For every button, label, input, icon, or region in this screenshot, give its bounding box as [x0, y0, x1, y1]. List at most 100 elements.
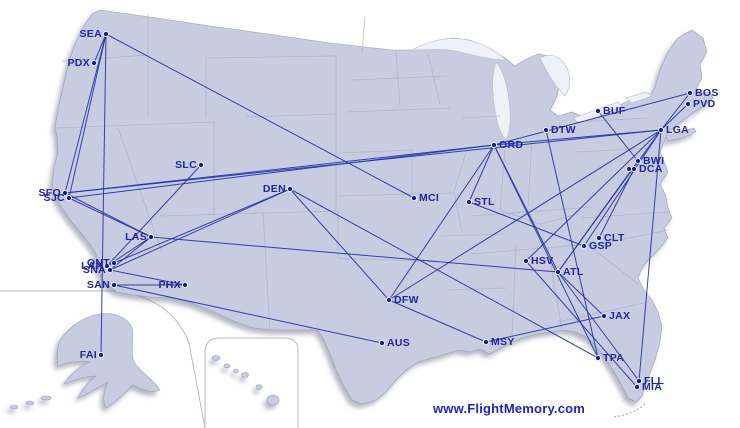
airport-label-PDX: PDX [67, 57, 90, 69]
airport-label-PVD: PVD [693, 98, 716, 110]
route-line-BUF-BWI [597, 110, 639, 162]
route-line-LGA-PVD [660, 103, 689, 131]
airport-dot-STL [465, 198, 473, 206]
route-line-DTW-TPA [545, 129, 599, 359]
route-line-SEA-PDX [93, 33, 107, 64]
airport-dot-SLC [197, 161, 205, 169]
airport-dot-MCI [410, 194, 418, 202]
airport-label-SEA: SEA [79, 28, 102, 40]
route-line-ATL-JAX [557, 271, 605, 317]
route-line-SEA-SFO [64, 33, 107, 194]
airport-dot-SEA [102, 30, 110, 38]
route-line-DEN-TPA [289, 188, 599, 359]
airport-dot-SNA [106, 266, 114, 274]
airport-dot-CLT [595, 234, 603, 242]
airport-dot-DEN [286, 185, 294, 193]
airport-label-MIA: MIA [642, 381, 663, 393]
airport-dot-BWI [634, 157, 642, 165]
airport-dot-SAN [110, 281, 118, 289]
hawaii-islands [211, 355, 280, 406]
flightmemory-link[interactable]: www.FlightMemory.com [433, 401, 586, 416]
airport-dot-SJC [65, 194, 73, 202]
airport-dot-TPA [594, 354, 602, 362]
airport-label-BOS: BOS [695, 87, 719, 99]
airport-label-ONT: ONT [86, 257, 110, 269]
airport-dot-ORD [490, 141, 498, 149]
route-line-LAS-ATL [150, 236, 559, 273]
lake-superior [410, 38, 507, 61]
airport-label-SFO: SFO [38, 187, 61, 199]
state-borders [54, 14, 669, 339]
airport-dot-MSY [482, 338, 490, 346]
airport-dot-DFW [385, 296, 393, 304]
route-line-ORD-LGA [493, 129, 662, 146]
airport-dot-JAX [600, 312, 608, 320]
lake-ontario [625, 91, 653, 104]
route-line-SFO-LGA [64, 129, 662, 194]
aleutian-island [25, 400, 35, 406]
route-line-LGA-GSP [583, 129, 662, 247]
airport-dot-PHX [181, 281, 189, 289]
airport-label-TPA: TPA [603, 352, 625, 364]
route-line-DEN-SNA [109, 188, 291, 271]
route-line-SNA-PHX [109, 269, 186, 286]
airport-dot-PVD [684, 100, 692, 108]
aleutian-island [9, 404, 19, 410]
airport-label-SLC: SLC [175, 159, 197, 171]
airport-dot-BUF [594, 107, 602, 115]
lake-huron [539, 54, 570, 97]
hawaii-inset-border [204, 337, 299, 428]
route-line-MSY-JAX [485, 315, 605, 343]
airport-dot-FAI [97, 351, 105, 359]
alaska [56, 313, 161, 409]
lake-michigan [492, 61, 511, 141]
airport-dot-DCA [630, 165, 638, 173]
airport-dot-ATL [554, 268, 562, 276]
route-line-CLT-DCA [598, 168, 635, 239]
airport-label-BWI: BWI [643, 155, 665, 167]
route-line-LAS-SNA [109, 236, 152, 271]
airport-label-STL: STL [474, 196, 495, 208]
airport-label-ATL: ATL [563, 266, 584, 278]
airport-label-SJC: SJC [43, 192, 65, 204]
airport-label-FAI: FAI [79, 349, 97, 361]
route-line-DEN-DFW [289, 188, 390, 301]
aleutian-island [40, 395, 52, 401]
route-line-DEN-LAX [106, 188, 291, 267]
airport-dot-HSV [522, 257, 530, 265]
airport-dot-ONT [110, 259, 118, 267]
airport-label-FLL: FLL [644, 375, 665, 387]
airport-label-ORD: ORD [499, 139, 524, 151]
airport-dot-LAX [103, 262, 111, 270]
airport-dot-FLL [635, 377, 643, 385]
airport-label-CLT: CLT [604, 232, 625, 244]
route-line-SJC-LAS [68, 197, 152, 238]
airport-label-LAX: LAX [81, 260, 103, 272]
route-line-DFW-LGA [388, 129, 662, 301]
route-line-DFW-MSY [388, 299, 487, 343]
route-line-ATL-BWI [557, 160, 639, 273]
airport-dot-BOS [686, 89, 694, 97]
route-line-SEA-FAI [100, 33, 107, 356]
long-island [665, 127, 697, 142]
route-line-LGA-FLL [638, 129, 662, 382]
route-line-ORD-BOS [493, 92, 691, 146]
airport-dot-LAS [147, 233, 155, 241]
route-line-HSV-MIA [525, 260, 638, 388]
route-line-SLC-LAX [106, 164, 202, 267]
airport-label-MSY: MSY [491, 336, 515, 348]
airport-label-BUF: BUF [603, 105, 626, 117]
airport-label-DTW: DTW [551, 124, 576, 136]
route-line-ATL-FLL [557, 271, 640, 382]
airport-label-DFW: DFW [394, 294, 419, 306]
route-line-SAN-AUS [113, 284, 383, 344]
route-line-SJC-ORD [68, 144, 495, 199]
route-line-LGA-BOS [660, 92, 691, 131]
airport-label-LGA: LGA [666, 124, 690, 136]
airport-label-SAN: SAN [86, 279, 110, 291]
airport-label-LAS: LAS [125, 231, 147, 243]
airport-label-PHX: PHX [158, 279, 181, 291]
airport-label-DCA: DCA [639, 163, 663, 175]
